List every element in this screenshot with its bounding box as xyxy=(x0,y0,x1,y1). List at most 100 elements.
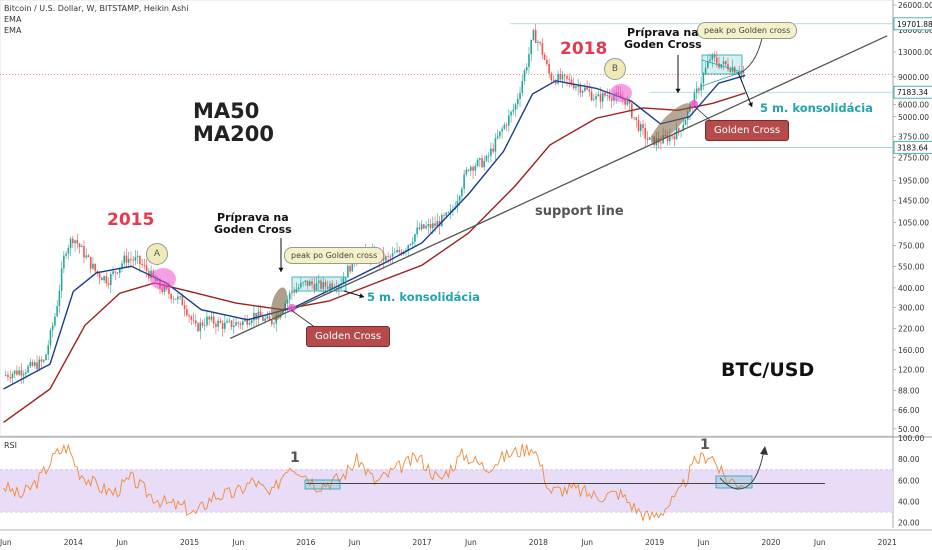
candle-body xyxy=(709,59,711,62)
candle-body xyxy=(107,283,110,285)
candle-body xyxy=(22,373,25,376)
candle-body xyxy=(478,158,481,160)
candle-body xyxy=(626,100,629,105)
candle-body xyxy=(568,78,571,80)
candle-body xyxy=(241,321,244,325)
candle-body xyxy=(707,61,709,68)
candle-body xyxy=(248,322,251,325)
candle-body xyxy=(516,98,519,105)
candle-body xyxy=(51,325,54,331)
candle-body xyxy=(684,120,687,125)
candle-body xyxy=(416,227,418,235)
prep-arrow-1-head xyxy=(278,267,284,272)
price-tick-label: 400.00 xyxy=(898,284,924,293)
candle-body xyxy=(103,276,105,281)
candle-body xyxy=(143,265,146,266)
consolidation-box-2 xyxy=(701,54,743,75)
candle-body xyxy=(646,138,649,140)
peak-callout-1: peak po Golden cross xyxy=(284,247,385,264)
price-tick-label: 6000.00 xyxy=(898,100,929,109)
candle-body xyxy=(483,160,486,168)
candle-body xyxy=(519,92,521,99)
time-tick-label: 2018 xyxy=(529,538,548,547)
candle-body xyxy=(58,290,61,307)
candle-body xyxy=(27,366,29,373)
rsi-tick-label: 60.00 xyxy=(898,476,920,485)
candle-body xyxy=(503,124,506,129)
candle-body xyxy=(633,117,635,119)
price-tick-label: 9000.00 xyxy=(898,73,929,82)
candle-body xyxy=(226,321,228,323)
preparation-zone-2 xyxy=(651,103,691,143)
candle-body xyxy=(505,124,508,126)
candle-body xyxy=(150,270,152,278)
preparation-zone-1 xyxy=(270,287,288,321)
candle-body xyxy=(711,54,714,60)
candle-body xyxy=(400,251,403,255)
candle-body xyxy=(407,245,410,250)
candle-body xyxy=(161,288,164,292)
candle-body xyxy=(112,271,114,275)
candle-body xyxy=(29,362,32,367)
candle-body xyxy=(326,286,329,289)
candle-body xyxy=(510,111,512,116)
consolidation-box-1 xyxy=(291,276,347,292)
candle-body xyxy=(487,155,490,157)
candle-body xyxy=(521,81,524,93)
candle-body xyxy=(215,323,217,327)
preparation-label-1: Príprava na Goden Cross xyxy=(214,211,292,236)
candle-body xyxy=(414,234,416,242)
ema-legend-1: EMA xyxy=(4,15,22,24)
candle-body xyxy=(221,322,224,329)
candle-body xyxy=(610,98,613,101)
candle-body xyxy=(561,74,564,80)
candle-body xyxy=(168,288,170,295)
ema-legend-2: EMA xyxy=(4,26,22,35)
candle-body xyxy=(291,291,293,294)
candle-body xyxy=(183,305,186,310)
price-tick-label: 88.00 xyxy=(898,387,920,396)
kons-arrow-2 xyxy=(737,71,753,108)
candle-body xyxy=(69,238,72,248)
candle-body xyxy=(539,42,541,44)
rsi-consolidation-box-1 xyxy=(304,479,341,490)
candle-body xyxy=(637,119,640,131)
golden-cross-box-2: Golden Cross xyxy=(705,120,790,141)
candle-body xyxy=(470,166,472,171)
candle-body xyxy=(537,42,539,44)
candle-body xyxy=(170,294,172,300)
time-tick-label: 2021 xyxy=(878,538,897,547)
candle-body xyxy=(660,142,662,144)
candle-body xyxy=(396,249,398,253)
candle-body xyxy=(586,87,588,90)
candle-body xyxy=(78,243,81,247)
price-tick-label: 120.00 xyxy=(898,366,924,375)
candle-body xyxy=(322,281,325,289)
candle-body xyxy=(324,281,327,287)
candle-body xyxy=(181,296,184,306)
candle-body xyxy=(194,320,197,324)
cross-highlight-a xyxy=(150,268,176,290)
candle-body xyxy=(575,86,577,89)
candle-body xyxy=(320,280,322,289)
candle-body xyxy=(429,224,432,229)
ema-slow-line xyxy=(3,92,746,423)
candle-body xyxy=(98,273,101,278)
candle-body xyxy=(420,224,423,230)
candle-body xyxy=(47,345,50,355)
candle-body xyxy=(534,29,537,44)
rsi-tick-label: 80.00 xyxy=(898,455,920,464)
candle-body xyxy=(210,316,213,320)
candle-body xyxy=(425,226,427,229)
candle-body xyxy=(54,316,56,326)
candle-body xyxy=(7,374,9,377)
candle-body xyxy=(201,322,204,326)
candle-body xyxy=(92,263,94,269)
candle-body xyxy=(736,72,738,74)
candle-body xyxy=(338,284,340,289)
candle-body xyxy=(130,258,132,260)
rsi-line xyxy=(3,443,744,523)
candle-body xyxy=(508,115,510,126)
rsi-peak-label-1: 1 xyxy=(290,450,300,466)
candle-body xyxy=(94,263,96,271)
